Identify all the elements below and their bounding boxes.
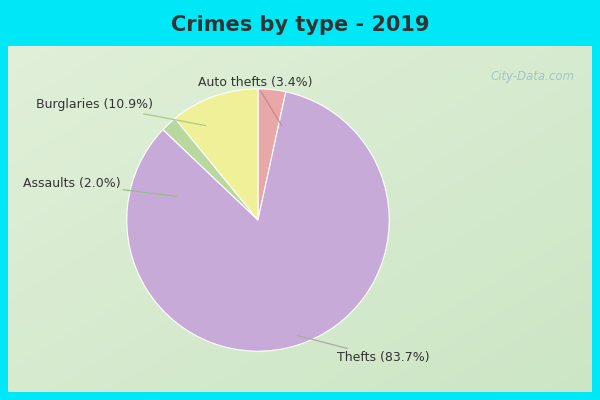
Wedge shape	[163, 118, 258, 220]
Text: Thefts (83.7%): Thefts (83.7%)	[298, 336, 430, 364]
Text: Crimes by type - 2019: Crimes by type - 2019	[171, 15, 429, 35]
Text: Burglaries (10.9%): Burglaries (10.9%)	[36, 98, 206, 126]
Wedge shape	[127, 92, 389, 351]
Text: Auto thefts (3.4%): Auto thefts (3.4%)	[198, 76, 313, 126]
Wedge shape	[175, 89, 258, 220]
Wedge shape	[258, 89, 286, 220]
Text: Assaults (2.0%): Assaults (2.0%)	[23, 177, 176, 196]
Text: City-Data.com: City-Data.com	[490, 70, 574, 83]
